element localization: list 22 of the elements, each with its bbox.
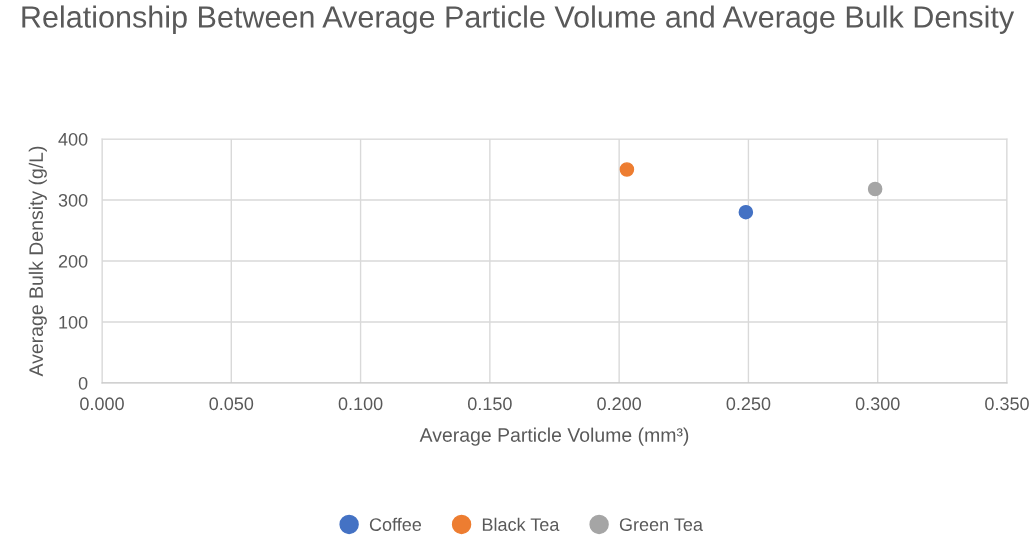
y-tick-label: 0 (78, 376, 88, 390)
x-tick-label: 0.200 (597, 397, 642, 411)
y-tick-label: 400 (58, 132, 88, 146)
x-tick-label: 0.050 (209, 397, 254, 411)
point (738, 204, 754, 220)
legend-label: Coffee (369, 517, 422, 531)
x-tick-label: 0.350 (985, 397, 1029, 411)
legend-label: Black Tea (482, 517, 560, 531)
x-axis-title: Average Particle Volume (mm³) (419, 427, 689, 446)
x-tick-label: 0.300 (855, 397, 900, 411)
point (867, 181, 883, 197)
x-tick-label: 0.000 (80, 397, 124, 411)
x-tick-label: 0.250 (726, 397, 771, 411)
legend-label: Green Tea (619, 518, 703, 531)
y-tick-label: 300 (58, 193, 88, 207)
y-axis-title: Average Bulk Density (g/L) (28, 146, 47, 377)
x-tick-label: 0.150 (467, 397, 512, 411)
point (619, 162, 635, 177)
chart-title: Relationship Between Average Particle Volume and Average Bulk Density (22, 5, 1015, 34)
x-tick-label: 0.100 (338, 397, 383, 411)
y-tick-label: 100 (59, 315, 88, 329)
y-tick-label: 200 (58, 254, 88, 268)
